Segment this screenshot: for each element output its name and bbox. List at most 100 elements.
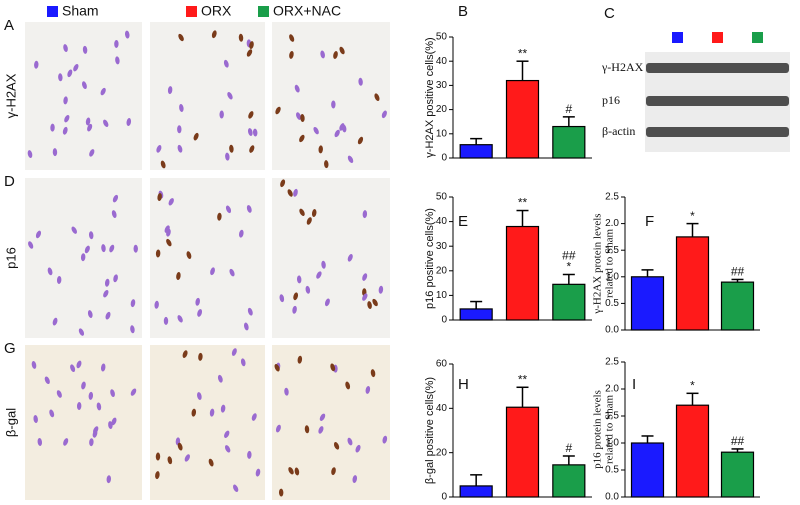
row-letter: G: [4, 340, 16, 357]
legend-label: ORX: [201, 3, 232, 19]
y-axis-label: γ-H2AX protein levels: [592, 213, 604, 314]
nucleus: [313, 126, 319, 135]
nucleus: [358, 77, 363, 86]
micrograph: [150, 178, 265, 338]
nucleus: [155, 452, 161, 461]
blot-band: [646, 96, 789, 106]
lane-swatch: [712, 32, 723, 43]
nucleus: [227, 92, 233, 100]
nucleus: [345, 381, 351, 390]
nucleus: [56, 390, 62, 398]
nucleus: [318, 145, 323, 154]
bar: [459, 485, 493, 498]
nucleus: [63, 438, 69, 446]
nucleus: [58, 73, 63, 82]
nucleus: [339, 46, 345, 55]
nucleus: [130, 388, 137, 396]
nucleus: [193, 132, 199, 141]
blot-band: [646, 127, 789, 137]
nucleus: [275, 106, 281, 115]
nucleus: [248, 111, 254, 119]
y-tick-label: 1.0: [605, 438, 619, 449]
y-tick-label: 1.5: [605, 411, 619, 422]
panel-letter: B: [458, 3, 468, 20]
bar: [630, 442, 665, 498]
y-tick-label: 40: [436, 403, 448, 414]
legend-swatch: [47, 6, 58, 17]
bar: [720, 451, 755, 498]
nucleus: [157, 193, 162, 202]
nucleus: [287, 189, 293, 197]
nucleus: [382, 435, 388, 444]
y-tick-label: 10: [436, 290, 448, 301]
bar: [459, 308, 493, 321]
nucleus: [166, 238, 172, 247]
bar: [552, 464, 586, 498]
nucleus: [106, 475, 112, 484]
nucleus: [70, 364, 76, 373]
y-axis-label: γ-H2AX positive cells(%): [424, 37, 436, 157]
nucleus: [154, 300, 159, 309]
bar: [505, 406, 540, 498]
nucleus: [299, 208, 305, 216]
nucleus: [126, 118, 132, 126]
bar: [505, 79, 540, 159]
nucleus: [103, 290, 109, 298]
nucleus: [289, 34, 295, 42]
nucleus: [381, 110, 387, 119]
legend-swatch: [258, 6, 269, 17]
nucleus: [247, 128, 253, 136]
nucleus: [82, 81, 87, 90]
nucleus: [176, 272, 181, 280]
micrograph: [272, 22, 390, 170]
nucleus: [355, 444, 361, 453]
nucleus: [211, 30, 217, 39]
micrograph: [150, 22, 265, 170]
nucleus: [82, 45, 88, 54]
nucleus: [229, 144, 234, 153]
lane-swatch: [752, 32, 763, 43]
nucleus: [233, 484, 239, 493]
nucleus: [88, 391, 94, 400]
nucleus: [217, 374, 223, 383]
nucleus: [249, 145, 255, 153]
nucleus: [334, 129, 340, 138]
nucleus: [155, 249, 161, 258]
nucleus: [246, 205, 252, 213]
nucleus: [184, 454, 190, 462]
nucleus: [63, 96, 68, 105]
y-tick-label: 0.0: [605, 325, 619, 336]
nucleus: [299, 134, 305, 143]
micrograph: [272, 178, 390, 338]
blot-label: p16: [602, 93, 620, 107]
y-tick-label: 1.0: [605, 271, 619, 282]
nucleus: [318, 426, 324, 434]
nucleus: [367, 301, 372, 309]
nucleus: [324, 298, 330, 307]
nucleus: [167, 456, 173, 465]
nucleus: [331, 100, 336, 109]
nucleus: [73, 63, 79, 72]
nucleus: [238, 33, 244, 42]
nucleus: [105, 311, 111, 320]
significance-label: **: [518, 196, 528, 210]
nucleus: [88, 231, 94, 240]
y-tick-label: 2.5: [605, 192, 619, 203]
significance-label: *: [566, 260, 571, 274]
nucleus: [89, 149, 95, 157]
bar: [675, 236, 710, 331]
nucleus: [247, 307, 253, 316]
nucleus: [198, 352, 203, 361]
bar: [505, 225, 540, 321]
nucleus: [365, 385, 371, 394]
significance-label: **: [518, 372, 528, 386]
nucleus: [297, 355, 303, 364]
significance-label: ##: [562, 249, 576, 263]
nucleus: [35, 230, 42, 239]
y-tick-label: 30: [436, 241, 448, 252]
nucleus: [85, 117, 91, 126]
blot-label: γ-H2AX: [601, 60, 644, 74]
panel-letter: I: [632, 376, 636, 393]
nucleus: [89, 438, 94, 447]
nucleus: [324, 160, 329, 169]
